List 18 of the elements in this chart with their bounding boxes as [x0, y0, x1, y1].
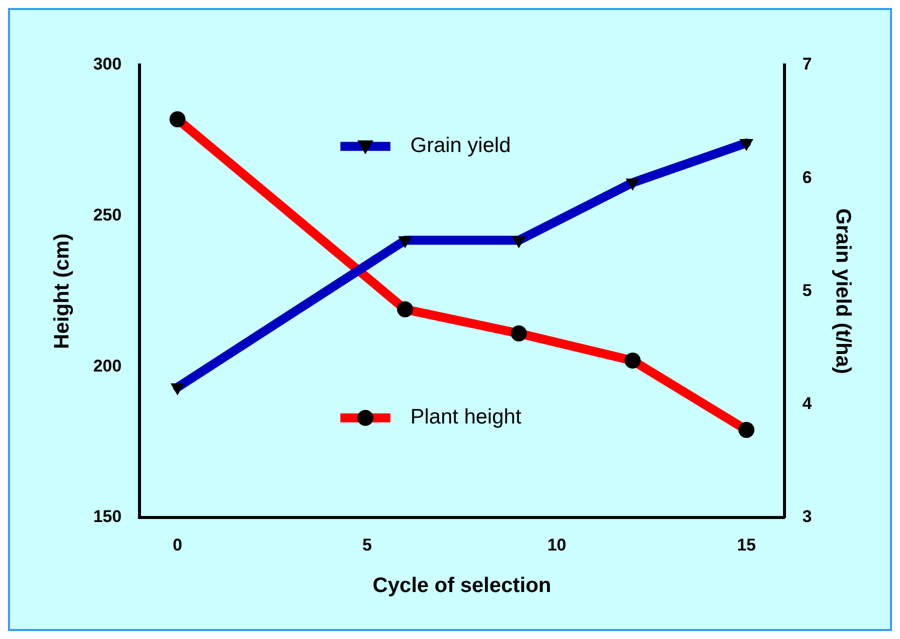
x-tick-label: 5	[362, 535, 372, 554]
y2-tick-label: 4	[802, 394, 812, 413]
legend-label: Plant height	[410, 406, 522, 429]
y-tick-label: 250	[93, 205, 122, 224]
y-axis-title: Height (cm)	[50, 233, 74, 349]
y2-tick-label: 7	[802, 54, 812, 74]
legend-label: Grain yield	[410, 134, 511, 158]
y-tick-label: 150	[93, 507, 122, 526]
y2-axis-title: Grain yield (t/ha)	[832, 208, 855, 374]
y2-tick-label: 5	[802, 280, 812, 300]
x-tick-label: 10	[547, 535, 566, 554]
y-tick-label: 300	[93, 54, 122, 74]
y-tick-label: 200	[93, 356, 122, 376]
x-axis-title: Cycle of selection	[372, 574, 552, 598]
x-tick-label: 0	[172, 535, 182, 554]
y2-tick-label: 6	[802, 168, 812, 187]
y2-tick-label: 3	[802, 507, 812, 526]
x-tick-label: 15	[736, 535, 756, 554]
